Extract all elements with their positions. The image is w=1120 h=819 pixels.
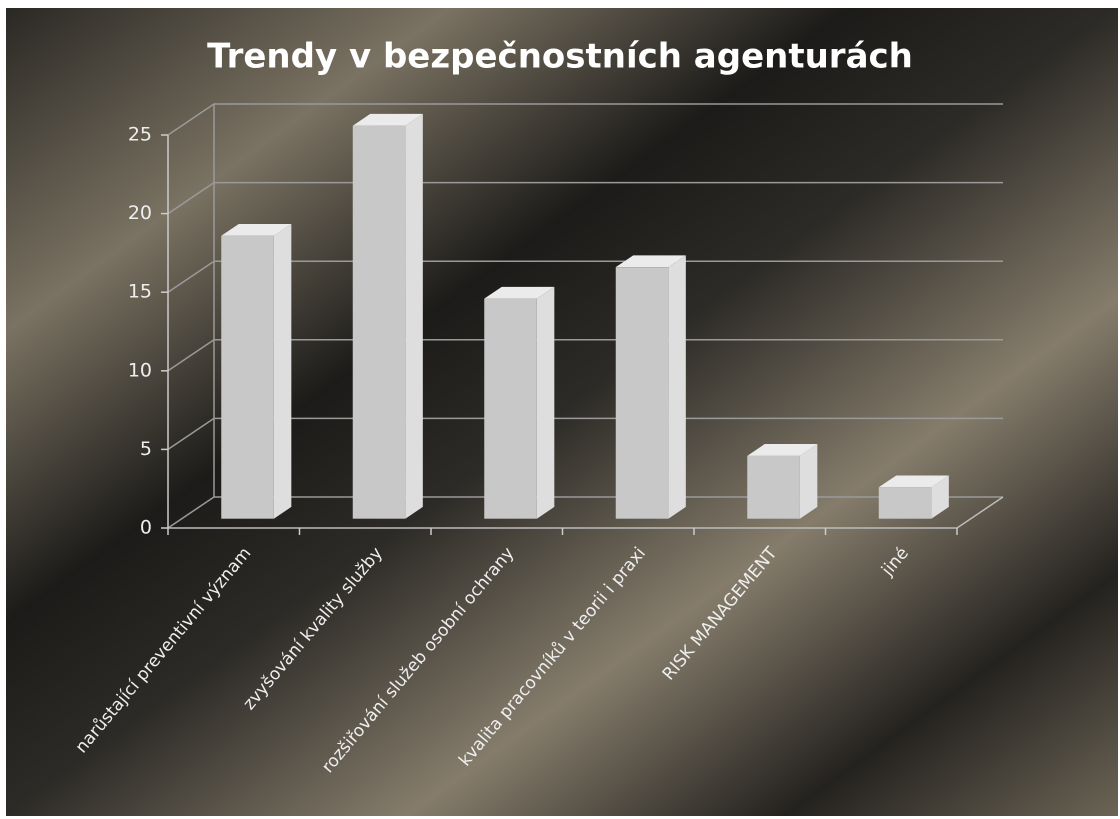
bar-side	[536, 286, 555, 519]
grid-line	[167, 496, 1003, 529]
bar	[221, 235, 274, 519]
bar	[484, 298, 537, 519]
grid-line	[167, 181, 1003, 215]
bar-top	[352, 113, 423, 126]
background	[6, 8, 1118, 816]
bar-side	[931, 475, 949, 519]
bar	[878, 487, 932, 519]
bar-side	[799, 444, 818, 519]
bar-top	[221, 223, 292, 236]
y-tick-label: 15	[128, 281, 152, 303]
bar-top	[484, 286, 555, 299]
grid-line	[167, 417, 1003, 451]
chart-title: Trendy v bezpečnostních agenturách	[207, 37, 913, 77]
bar-side	[273, 223, 292, 519]
y-tick-label: 10	[128, 359, 152, 381]
bar-top	[615, 255, 686, 268]
bar-top	[878, 475, 949, 488]
bar-side	[405, 113, 423, 519]
grid-line	[167, 103, 1003, 136]
y-tick-label: 5	[140, 438, 152, 460]
bar-top	[747, 444, 818, 456]
bar	[747, 455, 800, 519]
y-tick-label: 0	[140, 517, 152, 539]
y-tick-label: 25	[128, 124, 152, 146]
bar	[615, 267, 669, 519]
bar-side	[668, 255, 686, 519]
grid-line	[167, 339, 1003, 372]
bar	[352, 125, 406, 519]
y-tick-label: 20	[128, 202, 152, 224]
grid-line	[167, 260, 1003, 293]
